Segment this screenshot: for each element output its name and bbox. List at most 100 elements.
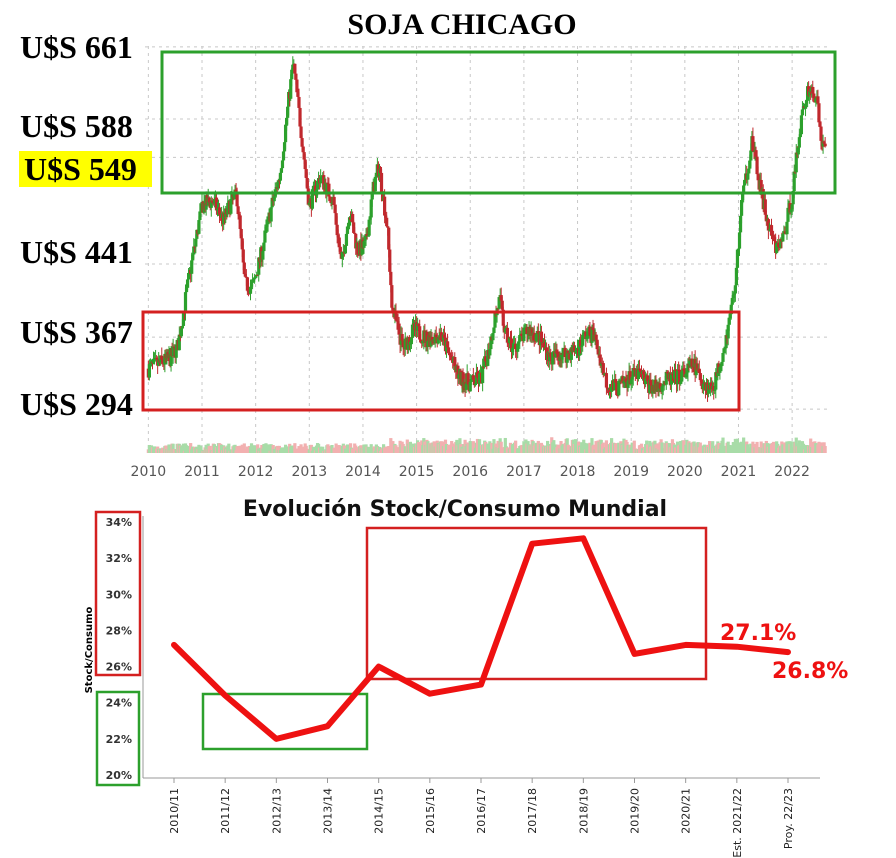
candle-body bbox=[822, 141, 826, 144]
candle-body bbox=[337, 237, 341, 248]
candle-body bbox=[408, 341, 413, 345]
volume-bar bbox=[503, 437, 507, 453]
candle-body bbox=[298, 107, 302, 127]
candle-body bbox=[530, 328, 534, 336]
candle-body bbox=[629, 379, 633, 385]
candle-body bbox=[232, 194, 236, 198]
candle-body bbox=[177, 334, 181, 351]
candle-body bbox=[199, 203, 203, 212]
bottom-x-tick-label: 2010/11 bbox=[168, 788, 181, 834]
candle-body bbox=[449, 355, 453, 358]
candle-body bbox=[263, 230, 267, 243]
top-x-tick-label: 2016 bbox=[452, 464, 488, 480]
candle-body bbox=[678, 369, 682, 384]
candle-body bbox=[171, 346, 175, 356]
candle-body bbox=[818, 122, 822, 127]
candle-body bbox=[731, 295, 735, 298]
candle-body bbox=[710, 382, 714, 390]
candle-body bbox=[351, 214, 355, 223]
candle-body bbox=[395, 320, 399, 322]
volume-bar bbox=[609, 438, 614, 453]
candle-body bbox=[363, 239, 367, 242]
low-range-box bbox=[141, 310, 741, 412]
candle-body bbox=[450, 357, 454, 361]
candle-body bbox=[389, 271, 393, 286]
candle-body bbox=[287, 91, 291, 107]
bottom-y-label: Stock/Consumo bbox=[84, 606, 95, 693]
candle-body bbox=[672, 369, 677, 379]
candle-body bbox=[249, 282, 254, 287]
candle-body bbox=[332, 196, 336, 205]
candle-body bbox=[680, 371, 684, 382]
candle-body bbox=[808, 91, 812, 96]
candle-body bbox=[489, 336, 493, 350]
candle-body bbox=[754, 150, 758, 157]
candle-body bbox=[739, 200, 744, 216]
candle-body bbox=[328, 196, 332, 202]
candle-body bbox=[383, 196, 387, 216]
price-label: U$S 661 bbox=[20, 29, 133, 65]
candle-body bbox=[726, 324, 730, 339]
candle-body bbox=[272, 196, 276, 202]
candle-body bbox=[785, 221, 789, 235]
candle-body bbox=[497, 297, 501, 309]
candle-body bbox=[746, 173, 750, 180]
candle-body bbox=[763, 199, 767, 215]
candle-body bbox=[192, 246, 196, 255]
candle-body bbox=[299, 126, 303, 139]
volume-bar bbox=[377, 446, 382, 453]
candle-body bbox=[193, 246, 197, 248]
candle-body bbox=[214, 197, 219, 211]
candle-body bbox=[741, 194, 745, 201]
candle-body bbox=[799, 115, 804, 135]
candle-body bbox=[580, 345, 584, 347]
candle-body bbox=[417, 324, 421, 327]
volume-bar bbox=[771, 441, 776, 453]
candle-body bbox=[434, 334, 438, 337]
volume-bar bbox=[257, 448, 261, 453]
candle-body bbox=[209, 200, 213, 208]
bottom-x-tick-label: Est. 2021/22 bbox=[731, 788, 744, 858]
volume-bar bbox=[354, 445, 358, 453]
candle-body bbox=[596, 349, 600, 355]
candle-body bbox=[456, 365, 460, 379]
candle-body bbox=[734, 267, 739, 286]
candle-body bbox=[357, 254, 361, 256]
candle-body bbox=[418, 326, 422, 340]
candle-body bbox=[493, 313, 497, 328]
candle-body bbox=[506, 342, 511, 344]
bottom-x-tick-label: 2018/19 bbox=[577, 788, 590, 834]
candle-body bbox=[477, 373, 482, 384]
price-labels: U$S 661 U$S 588 U$S 549 U$S 441 U$S 367 … bbox=[20, 29, 137, 422]
ytick-red-box bbox=[94, 510, 142, 677]
candle-body bbox=[748, 160, 752, 169]
candle-body bbox=[507, 337, 512, 343]
candle-body bbox=[148, 363, 153, 365]
volume-bar bbox=[220, 444, 224, 453]
candle-body bbox=[722, 348, 726, 353]
annotation-2022-23: 26.8% bbox=[772, 659, 848, 684]
candle-body bbox=[605, 387, 610, 389]
candle-body bbox=[294, 73, 298, 80]
volume-bar bbox=[789, 441, 793, 453]
volume-bar bbox=[370, 447, 374, 453]
volume-bar bbox=[311, 446, 316, 453]
candle-body bbox=[378, 169, 383, 173]
candle-body bbox=[599, 362, 603, 366]
candle-body bbox=[379, 172, 384, 193]
candle-body bbox=[586, 331, 590, 337]
candle-body bbox=[394, 311, 398, 321]
candle-body bbox=[320, 176, 324, 178]
top-x-tick-label: 2022 bbox=[774, 464, 810, 480]
top-x-tick-label: 2014 bbox=[345, 464, 381, 480]
candle-body bbox=[264, 226, 268, 231]
candle-body bbox=[771, 236, 776, 238]
candle-body bbox=[446, 347, 451, 353]
top-x-tick-label: 2011 bbox=[184, 464, 220, 480]
candle-body bbox=[297, 96, 301, 108]
candle-body bbox=[503, 328, 507, 333]
top-x-tick-label: 2018 bbox=[560, 464, 596, 480]
candle-body bbox=[391, 307, 395, 310]
candle-body bbox=[772, 237, 777, 242]
candle-body bbox=[751, 136, 755, 152]
